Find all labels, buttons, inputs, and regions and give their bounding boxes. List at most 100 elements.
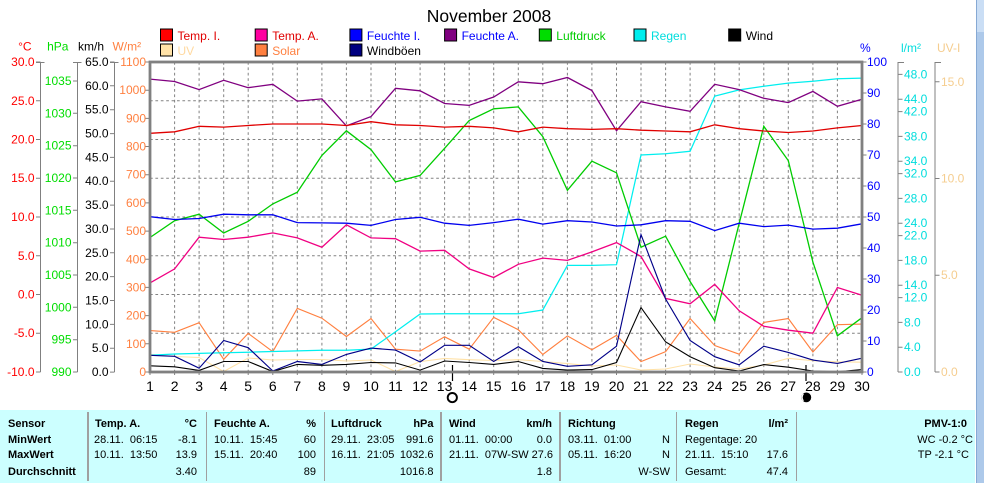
svg-text:45.0: 45.0: [85, 150, 109, 164]
svg-text:40.0: 40.0: [85, 174, 109, 188]
svg-text:38.0: 38.0: [904, 129, 928, 143]
svg-text:25.0: 25.0: [11, 94, 35, 108]
svg-text:1000: 1000: [45, 300, 72, 314]
svg-text:900: 900: [126, 111, 146, 125]
svg-text:18: 18: [560, 378, 576, 394]
svg-text:km/h: km/h: [78, 40, 104, 54]
svg-text:1030: 1030: [45, 106, 72, 120]
svg-text:50: 50: [867, 210, 881, 224]
svg-text:25: 25: [731, 378, 747, 394]
svg-text:20.0: 20.0: [11, 133, 35, 147]
svg-text:700: 700: [126, 168, 146, 182]
svg-text:15: 15: [486, 378, 502, 394]
svg-text:15.0: 15.0: [85, 294, 109, 308]
svg-text:80: 80: [867, 117, 881, 131]
svg-text:9: 9: [343, 378, 351, 394]
svg-text:10.0: 10.0: [85, 317, 109, 331]
svg-text:5.0: 5.0: [941, 268, 958, 282]
svg-text:Temp. A.: Temp. A.: [272, 29, 319, 43]
svg-text:22.0: 22.0: [904, 229, 928, 243]
svg-text:17: 17: [535, 378, 551, 394]
svg-text:400: 400: [126, 252, 146, 266]
svg-text:l/m²: l/m²: [901, 41, 921, 55]
svg-text:0.0: 0.0: [904, 365, 921, 379]
svg-text:990: 990: [51, 365, 71, 379]
svg-text:30: 30: [867, 272, 881, 286]
svg-text:40: 40: [867, 241, 881, 255]
svg-text:15.0: 15.0: [11, 171, 35, 185]
svg-text:100: 100: [867, 55, 887, 69]
svg-text:hPa: hPa: [47, 40, 69, 54]
svg-text:28: 28: [805, 378, 821, 394]
svg-text:500: 500: [126, 224, 146, 238]
svg-text:1025: 1025: [45, 139, 72, 153]
svg-text:°C: °C: [18, 40, 32, 54]
svg-text:Solar: Solar: [272, 44, 300, 58]
svg-text:13: 13: [437, 378, 453, 394]
svg-text:20.0: 20.0: [85, 270, 109, 284]
svg-text:24: 24: [707, 378, 723, 394]
svg-text:6: 6: [269, 378, 277, 394]
svg-text:100: 100: [126, 337, 146, 351]
svg-text:32.0: 32.0: [904, 167, 928, 181]
svg-text:2: 2: [171, 378, 179, 394]
svg-text:24.0: 24.0: [904, 216, 928, 230]
svg-text:8: 8: [318, 378, 326, 394]
svg-text:18.0: 18.0: [904, 253, 928, 267]
svg-text:1: 1: [146, 378, 154, 394]
svg-text:Windböen: Windböen: [367, 44, 421, 58]
svg-text:-10.0: -10.0: [7, 365, 35, 379]
svg-text:90: 90: [867, 86, 881, 100]
svg-text:55.0: 55.0: [85, 103, 109, 117]
svg-text:19: 19: [584, 378, 600, 394]
svg-text:23: 23: [682, 378, 698, 394]
svg-text:Wind: Wind: [746, 29, 773, 43]
svg-text:35.0: 35.0: [85, 198, 109, 212]
svg-text:1000: 1000: [119, 83, 146, 97]
svg-text:15.0: 15.0: [941, 75, 965, 89]
svg-text:0: 0: [139, 365, 146, 379]
svg-text:30.0: 30.0: [85, 222, 109, 236]
svg-text:10: 10: [867, 334, 881, 348]
svg-text:10.0: 10.0: [11, 210, 35, 224]
svg-text:November 2008: November 2008: [427, 6, 552, 26]
svg-text:10: 10: [363, 378, 379, 394]
svg-text:12: 12: [412, 378, 428, 394]
svg-text:1010: 1010: [45, 236, 72, 250]
svg-text:4.0: 4.0: [904, 340, 921, 354]
svg-text:0.0: 0.0: [941, 365, 958, 379]
svg-text:60.0: 60.0: [85, 79, 109, 93]
svg-text:50.0: 50.0: [85, 127, 109, 141]
svg-text:Feuchte A.: Feuchte A.: [462, 29, 519, 43]
svg-text:14.0: 14.0: [904, 278, 928, 292]
svg-text:%: %: [860, 41, 871, 55]
svg-text:Temp. I.: Temp. I.: [178, 29, 221, 43]
svg-text:34.0: 34.0: [904, 154, 928, 168]
svg-text:0: 0: [867, 365, 874, 379]
svg-text:28.0: 28.0: [904, 191, 928, 205]
svg-text:22: 22: [658, 378, 674, 394]
svg-text:3: 3: [195, 378, 203, 394]
svg-text:200: 200: [126, 309, 146, 323]
svg-text:10.0: 10.0: [941, 172, 965, 186]
svg-text:1020: 1020: [45, 171, 72, 185]
svg-text:Feuchte I.: Feuchte I.: [367, 29, 420, 43]
svg-text:20: 20: [867, 303, 881, 317]
svg-text:0.0: 0.0: [18, 288, 35, 302]
svg-text:Luftdruck: Luftdruck: [556, 29, 606, 43]
svg-text:30.0: 30.0: [11, 55, 35, 69]
svg-text:27: 27: [781, 378, 797, 394]
svg-text:5.0: 5.0: [92, 341, 109, 355]
svg-text:16: 16: [511, 378, 527, 394]
svg-text:25.0: 25.0: [85, 246, 109, 260]
svg-text:600: 600: [126, 196, 146, 210]
svg-text:1015: 1015: [45, 203, 72, 217]
svg-text:5.0: 5.0: [18, 249, 35, 263]
svg-text:1005: 1005: [45, 268, 72, 282]
svg-text:21: 21: [633, 378, 649, 394]
svg-text:1035: 1035: [45, 74, 72, 88]
svg-text:0.0: 0.0: [92, 365, 109, 379]
svg-text:300: 300: [126, 280, 146, 294]
svg-text:W/m²: W/m²: [112, 40, 141, 54]
svg-text:26: 26: [756, 378, 772, 394]
